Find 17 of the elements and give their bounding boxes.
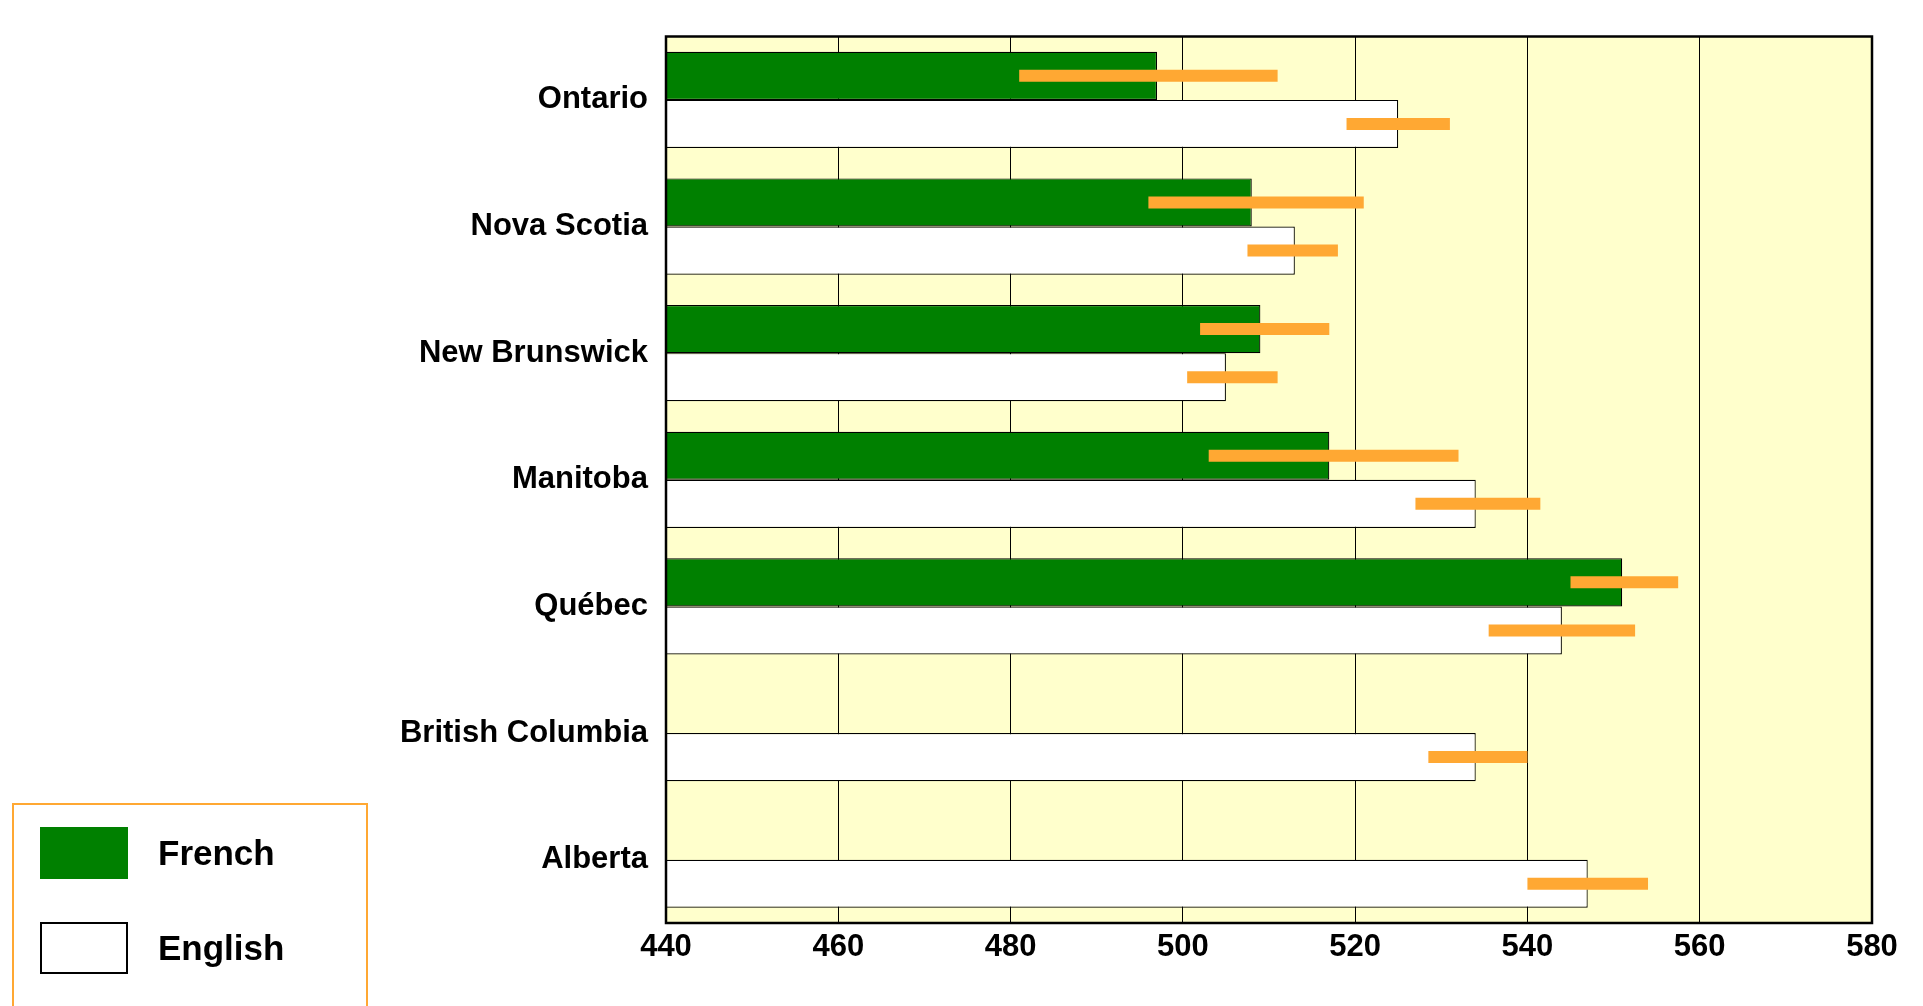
- y-tick-label: Ontario: [537, 80, 648, 116]
- x-tick-label: 540: [1501, 928, 1554, 964]
- x-tick-label: 520: [1329, 928, 1382, 964]
- x-tick-label: 500: [1156, 928, 1209, 964]
- y-tick-label: Manitoba: [511, 460, 649, 496]
- x-tick-label: 580: [1846, 928, 1898, 964]
- y-tick-label: Nova Scotia: [470, 207, 649, 243]
- x-tick-label: 440: [640, 928, 692, 964]
- x-tick-label: 460: [812, 928, 865, 964]
- y-tick-label: Québec: [534, 586, 648, 622]
- legend-label: English: [158, 928, 285, 968]
- x-tick-label: 560: [1673, 928, 1726, 964]
- y-tick-label: Alberta: [541, 840, 649, 876]
- x-tick-label: 480: [984, 928, 1037, 964]
- legend-label: French: [158, 833, 275, 873]
- y-tick-label: British Columbia: [399, 713, 649, 749]
- y-tick-label: New Brunswick: [418, 333, 649, 369]
